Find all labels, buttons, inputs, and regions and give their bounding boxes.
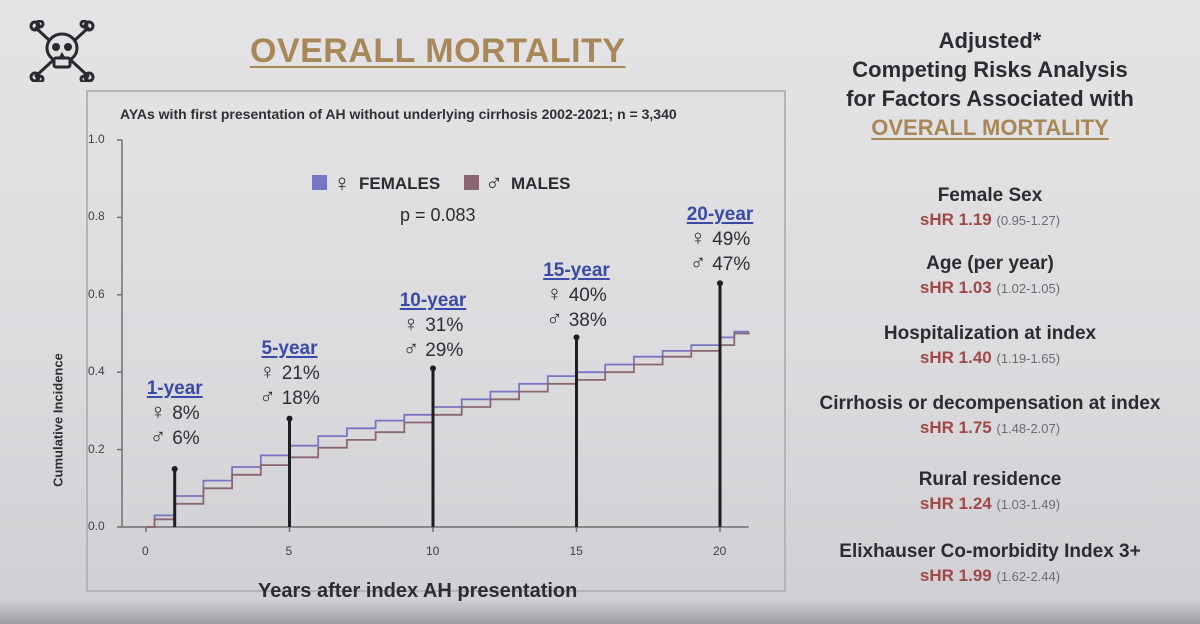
factor-rural-residence: Rural residence sHR 1.24 (1.03-1.49) — [790, 468, 1190, 517]
male-symbol-icon: ♂ — [259, 384, 276, 409]
factor-name: Female Sex — [937, 185, 1043, 206]
factor-name: Hospitalization at index — [883, 323, 1097, 344]
male-symbol-icon: ♂ — [485, 170, 503, 197]
timepoint-label: 10-year — [399, 290, 467, 311]
factor-hr: sHR 1.40 — [919, 348, 992, 367]
female-percentage: ♀ 21% — [259, 359, 320, 384]
timepoint-marker-dot — [430, 365, 436, 372]
timepoint-label: 5-year — [261, 338, 318, 359]
factor-cirrhosis: Cirrhosis or decompensation at index sHR… — [790, 392, 1190, 441]
timepoint-marker-dot — [286, 415, 293, 422]
bottom-shadow — [0, 600, 1200, 624]
series-line-females — [146, 330, 749, 528]
chart-subtitle: AYAs with first presentation of AH witho… — [120, 106, 677, 122]
male-symbol-icon: ♂ — [402, 336, 420, 361]
factor-age: Age (per year) sHR 1.03 (1.02-1.05) — [790, 252, 1190, 301]
legend-label-males: MALES — [511, 174, 571, 193]
x-tick-label: 10 — [426, 544, 440, 558]
factor-ci: (0.95-1.27) — [996, 213, 1061, 228]
panel-title-line: for Factors Associated with — [846, 86, 1134, 111]
male-percentage: ♂ 47% — [689, 250, 751, 275]
male-symbol-icon: ♂ — [546, 306, 563, 331]
male-percentage: ♂ 29% — [402, 336, 464, 361]
female-percentage: ♀ 8% — [149, 399, 200, 424]
timepoint-label: 15-year — [543, 260, 610, 281]
factor-elixhauser: Elixhauser Co-morbidity Index 3+ sHR 1.9… — [790, 540, 1190, 589]
factor-female-sex: Female Sex sHR 1.19 (0.95-1.27) — [790, 184, 1190, 233]
y-tick-label: 0.2 — [88, 441, 105, 456]
timepoint-marker-dot — [573, 334, 580, 341]
factor-hr: sHR 1.75 — [919, 418, 992, 437]
x-tick-label: 15 — [569, 544, 583, 558]
female-symbol-icon: ♀ — [689, 225, 707, 250]
factor-hr: sHR 1.24 — [919, 494, 992, 513]
right-panel: Adjusted* Competing Risks Analysis for F… — [790, 26, 1190, 585]
y-tick-label: 0.0 — [88, 519, 105, 533]
female-symbol-icon: ♀ — [546, 281, 563, 306]
female-symbol-icon: ♀ — [402, 311, 420, 336]
main-title: OVERALL MORTALITY — [250, 32, 626, 70]
timepoint-annotation: 20-year ♀ 49% ♂ 47% — [665, 204, 775, 276]
factor-name: Age (per year) — [926, 253, 1054, 274]
legend-swatch-males — [464, 175, 479, 190]
chart-frame — [86, 90, 786, 592]
legend-item-males: ♂ MALES — [464, 170, 571, 198]
female-symbol-icon: ♀ — [259, 359, 276, 384]
y-tick-label: 0.4 — [88, 364, 105, 379]
timepoint-marker-dot — [717, 280, 723, 287]
male-symbol-icon: ♂ — [149, 424, 167, 449]
timepoint-annotation: 15-year ♀ 40% ♂ 38% — [522, 260, 632, 332]
x-tick-label: 0 — [142, 544, 149, 558]
factor-hr: sHR 1.99 — [919, 566, 992, 585]
y-tick-label: 0.6 — [88, 286, 105, 301]
male-percentage: ♂ 18% — [259, 384, 320, 409]
factor-ci: (1.02-1.05) — [996, 281, 1061, 296]
male-percentage: ♂ 38% — [546, 306, 607, 331]
legend-label-females: FEMALES — [359, 174, 441, 193]
timepoint-annotation: 5-year ♀ 21% ♂ 18% — [235, 338, 345, 410]
legend-item-females: ♀ FEMALES — [312, 170, 440, 198]
female-percentage: ♀ 40% — [546, 281, 607, 306]
p-value: p = 0.083 — [400, 205, 476, 225]
factor-name: Cirrhosis or decompensation at index — [819, 393, 1161, 414]
series-line-males — [146, 331, 750, 528]
female-percentage: ♀ 31% — [402, 311, 464, 336]
factor-hr: sHR 1.03 — [919, 278, 992, 297]
factor-ci: (1.19-1.65) — [996, 351, 1061, 366]
timepoint-annotation: 1-year ♀ 8% ♂ 6% — [120, 378, 230, 450]
panel-highlight-title: OVERALL MORTALITY — [871, 115, 1109, 140]
skull-crossbones-icon — [29, 20, 95, 82]
factor-hospitalization: Hospitalization at index sHR 1.40 (1.19-… — [790, 322, 1190, 371]
timepoint-marker-dot — [171, 465, 178, 472]
female-symbol-icon: ♀ — [333, 170, 351, 197]
factor-ci: (1.48-2.07) — [996, 421, 1061, 436]
legend-swatch-females — [312, 175, 327, 190]
timepoint-annotation: 10-year ♀ 31% ♂ 29% — [378, 290, 488, 362]
female-percentage: ♀ 49% — [689, 225, 751, 250]
x-tick-label: 5 — [285, 544, 293, 558]
male-percentage: ♂ 6% — [149, 424, 200, 449]
x-axis-label: Years after index AH presentation — [258, 580, 578, 602]
factor-name: Rural residence — [918, 469, 1062, 490]
factor-hr: sHR 1.19 — [919, 210, 992, 229]
timepoint-label: 20-year — [686, 204, 754, 225]
panel-title-line: Competing Risks Analysis — [852, 57, 1128, 82]
y-tick-label: 1.0 — [88, 132, 105, 146]
y-axis-label: Cumulative Incidence — [50, 353, 66, 487]
y-tick-label: 0.8 — [88, 209, 105, 224]
factor-ci: (1.62-2.44) — [996, 569, 1061, 584]
x-tick-label: 20 — [713, 544, 727, 558]
panel-title-line: Adjusted* — [938, 28, 1042, 53]
factor-ci: (1.03-1.49) — [996, 497, 1061, 512]
factor-name: Elixhauser Co-morbidity Index 3+ — [839, 541, 1141, 562]
male-symbol-icon: ♂ — [689, 250, 707, 275]
timepoint-label: 1-year — [146, 378, 203, 399]
female-symbol-icon: ♀ — [149, 399, 167, 424]
